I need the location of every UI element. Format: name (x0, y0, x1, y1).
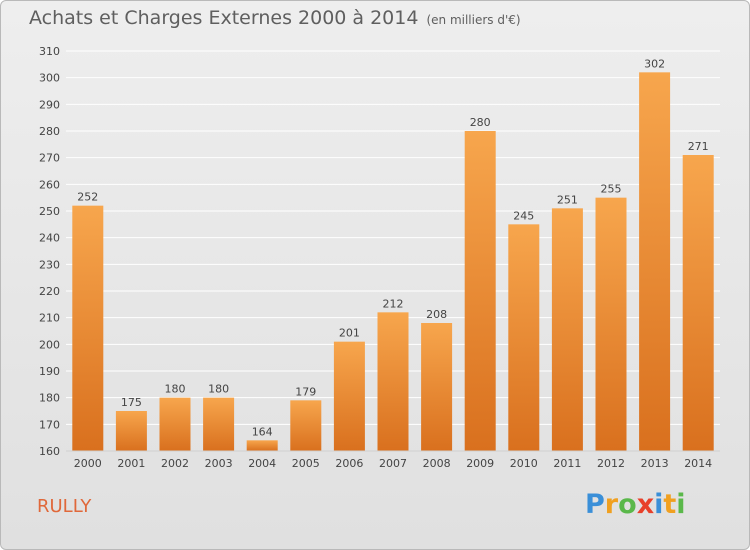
y-tick-label: 220 (39, 285, 60, 298)
city-name: RULLY (37, 496, 92, 517)
chart-subtitle: (en milliers d'€) (426, 13, 521, 27)
logo-letter: i (654, 489, 664, 520)
x-tick-label: 2000 (74, 457, 102, 470)
x-tick-label: 2014 (684, 457, 712, 470)
bar (377, 312, 409, 451)
y-tick-label: 240 (39, 232, 60, 245)
bar (421, 323, 453, 451)
y-tick-label: 280 (39, 125, 60, 138)
y-tick-label: 310 (39, 45, 60, 58)
bar (595, 197, 627, 451)
bar (246, 440, 278, 451)
y-tick-label: 290 (39, 98, 60, 111)
x-tick-label: 2007 (379, 457, 407, 470)
data-label: 212 (383, 297, 404, 310)
logo-letter: i (676, 489, 686, 520)
x-axis-tick-labels: 2000 2001 2002 2003 2004 2005 2006 2007 2008 2009… (74, 457, 712, 470)
y-tick-label: 190 (39, 365, 60, 378)
y-axis-tick-labels: 160 170 180 190 200 210 220 230 240 250 260 270 280 2… (39, 45, 60, 458)
y-tick-label: 250 (39, 205, 60, 218)
bars (72, 72, 714, 451)
proxiti-logo[interactable]: Proxiti (585, 489, 686, 520)
data-labels: 252 175 180 180 164 179 201 212 208 280 245 251 255 3… (77, 57, 708, 438)
data-label: 271 (688, 140, 709, 153)
chart-title: Achats et Charges Externes 2000 à 2014 (e… (29, 7, 521, 29)
data-label: 280 (470, 116, 491, 129)
data-label: 180 (208, 383, 229, 396)
bar (72, 205, 104, 451)
y-tick-label: 160 (39, 445, 60, 458)
bar (464, 131, 496, 451)
logo-letter: P (585, 489, 605, 520)
bar (115, 411, 147, 451)
x-tick-label: 2006 (335, 457, 363, 470)
bar (290, 400, 322, 451)
x-tick-label: 2004 (248, 457, 276, 470)
x-tick-label: 2001 (117, 457, 145, 470)
data-label: 302 (644, 57, 665, 70)
logo-letter: x (636, 489, 655, 520)
x-tick-label: 2005 (292, 457, 320, 470)
x-tick-label: 2012 (597, 457, 625, 470)
x-tick-label: 2008 (423, 457, 451, 470)
data-label: 164 (252, 425, 273, 438)
bar (203, 397, 235, 451)
logo-letter: o (618, 489, 637, 520)
data-label: 252 (77, 191, 98, 204)
bar (508, 224, 540, 451)
bar (682, 155, 714, 451)
y-tick-label: 200 (39, 338, 60, 351)
y-tick-label: 300 (39, 72, 60, 85)
bar (159, 397, 191, 451)
y-tick-label: 260 (39, 178, 60, 191)
data-label: 180 (165, 383, 186, 396)
data-label: 208 (426, 308, 447, 321)
y-tick-label: 180 (39, 392, 60, 405)
x-tick-label: 2002 (161, 457, 189, 470)
x-tick-label: 2013 (641, 457, 669, 470)
data-label: 255 (601, 183, 622, 196)
bar (551, 208, 583, 451)
x-tick-label: 2011 (553, 457, 581, 470)
data-label: 245 (513, 209, 534, 222)
y-tick-label: 230 (39, 258, 60, 271)
logo-letter: r (604, 489, 619, 520)
data-label: 201 (339, 327, 360, 340)
chart-title-text: Achats et Charges Externes 2000 à 2014 (29, 7, 419, 29)
bar (333, 341, 365, 451)
x-tick-label: 2003 (205, 457, 233, 470)
bar (639, 72, 671, 451)
data-label: 179 (295, 385, 316, 398)
x-tick-label: 2010 (510, 457, 538, 470)
y-tick-label: 270 (39, 152, 60, 165)
logo-letter: t (663, 489, 677, 520)
y-tick-label: 170 (39, 418, 60, 431)
data-label: 251 (557, 193, 578, 206)
data-label: 175 (121, 396, 142, 409)
x-tick-label: 2009 (466, 457, 494, 470)
y-tick-label: 210 (39, 312, 60, 325)
